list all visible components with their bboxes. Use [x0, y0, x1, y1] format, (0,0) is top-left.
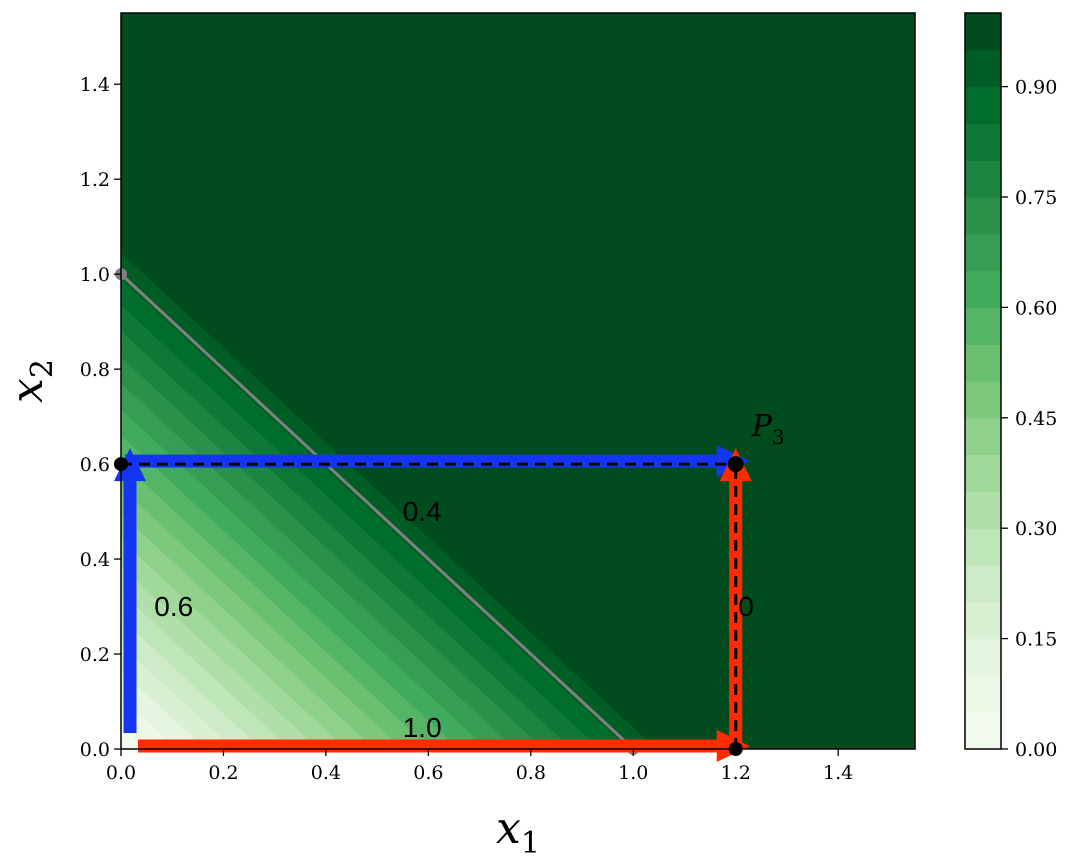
x-tick-label: 0.2 — [208, 762, 238, 784]
x-tick-label: 1.2 — [721, 762, 751, 784]
y-axis: 0.0 0.2 0.4 0.6 0.8 1.0 1.2 1.4 — [80, 74, 121, 761]
colorbar-band — [965, 160, 1001, 198]
colorbar-band — [965, 638, 1001, 676]
colorbar-band — [965, 565, 1001, 603]
colorbar-tick-label: 0.15 — [1015, 629, 1057, 651]
annotation-label: 1.0 — [403, 712, 442, 743]
plot-frame — [120, 12, 916, 750]
y-axis-title: x2 — [2, 359, 60, 403]
x-tick-label: 0.8 — [516, 762, 546, 784]
x-tick-label: 1.0 — [618, 762, 648, 784]
y-tick-label: 1.4 — [80, 74, 110, 96]
x-tick-label: 0.0 — [106, 762, 136, 784]
y-tick-label: 1.0 — [80, 264, 110, 286]
plot-area: P3 0.4 0.6 1.0 0 — [114, 12, 916, 762]
annotations: 0.4 0.6 1.0 0 — [154, 496, 754, 743]
y-tick-label: 0.4 — [80, 549, 110, 571]
colorbar-band — [965, 528, 1001, 566]
colorbar-band — [965, 417, 1001, 456]
annotation-label: 0 — [738, 591, 754, 622]
colorbar-band — [965, 197, 1001, 235]
colorbar-band — [965, 491, 1001, 529]
colorbar-tick-label: 0.75 — [1015, 187, 1057, 209]
arrow-shaft — [125, 454, 717, 468]
y-tick-label: 0.6 — [80, 454, 110, 476]
colorbar-tick-label: 0.90 — [1015, 77, 1057, 99]
contour-bands — [121, 13, 915, 749]
colorbar-band — [965, 344, 1001, 382]
colorbar-band — [965, 675, 1001, 713]
colorbar-frame — [964, 12, 1002, 750]
annotation-label: 0.4 — [403, 496, 442, 527]
colorbar-band — [965, 712, 1001, 750]
colorbar-tick-label: 0.00 — [1015, 739, 1057, 761]
x-tick-label: 1.4 — [823, 762, 853, 784]
boundary-segment — [119, 273, 635, 751]
y-tick-label: 1.2 — [80, 169, 110, 191]
y-tick-label: 0.8 — [80, 359, 110, 381]
axis-titles: x1 x2 — [2, 359, 540, 860]
x-tick-label: 0.4 — [311, 762, 341, 784]
colorbar-band — [965, 86, 1001, 124]
colorbar-band — [965, 381, 1001, 419]
y-tick-label: 0.0 — [80, 739, 110, 761]
colorbar-band — [965, 123, 1001, 161]
point-p3-label: P3 — [751, 409, 785, 449]
dashed-lines — [121, 462, 738, 749]
y-tick-label: 0.2 — [80, 644, 110, 666]
arrow-shaft — [123, 481, 137, 733]
colorbar-band — [965, 13, 1001, 51]
colorbar-band — [965, 307, 1001, 345]
x-axis: 0.0 0.2 0.4 0.6 0.8 1.0 1.2 1.4 — [106, 749, 853, 784]
x-tick-label: 0.6 — [413, 762, 443, 784]
colorbar-band — [965, 454, 1001, 492]
colorbar-band — [965, 49, 1001, 88]
x-axis-title: x1 — [496, 803, 540, 860]
colorbar: 0.00 0.15 0.30 0.45 0.60 0.75 0.90 — [964, 12, 1057, 761]
point-p3-marker — [727, 456, 744, 473]
colorbar-band — [965, 270, 1001, 308]
colorbar-tick-label: 0.60 — [1015, 297, 1057, 319]
arrows — [114, 445, 752, 762]
annotation-label: 0.6 — [154, 591, 193, 622]
colorbar-tick-label: 0.45 — [1015, 408, 1057, 430]
colorbar-band — [965, 233, 1001, 272]
colorbar-band — [965, 601, 1001, 640]
colorbar-tick-label: 0.30 — [1015, 518, 1057, 540]
